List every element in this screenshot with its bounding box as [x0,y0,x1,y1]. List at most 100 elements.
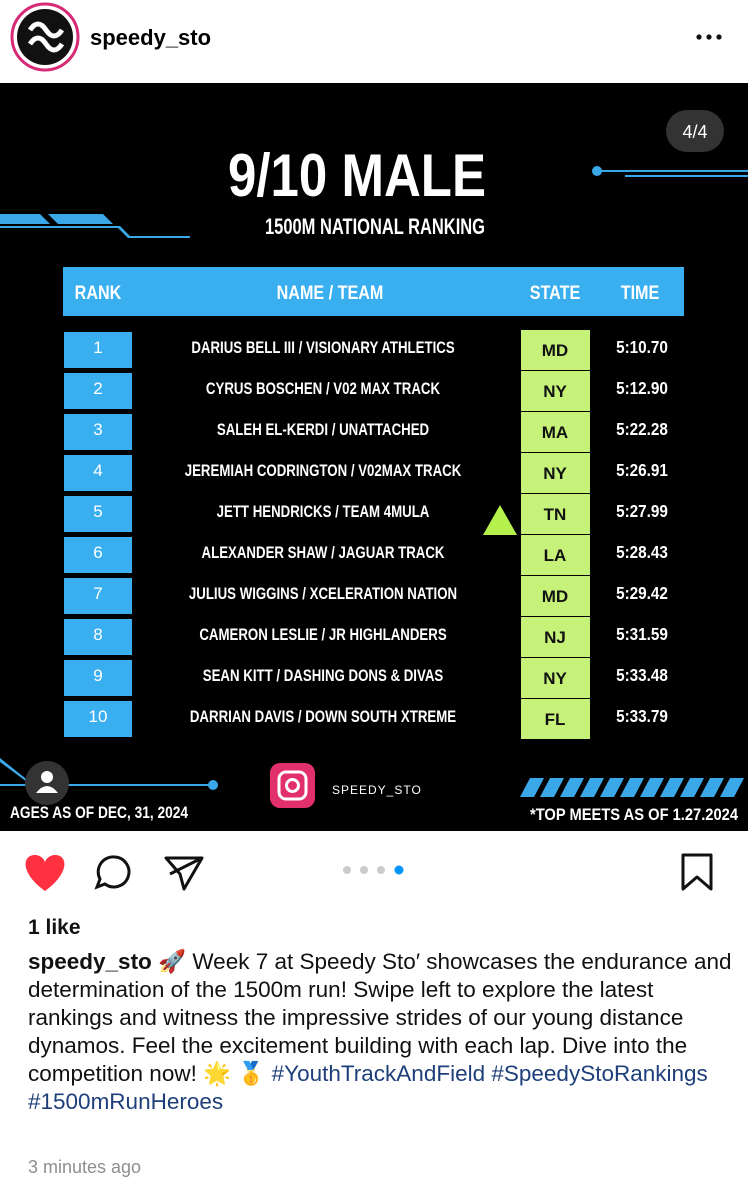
instagram-icon-lens [285,778,300,793]
rank: 7 [93,584,102,603]
rank-box [64,701,132,737]
counter-badge [666,110,724,152]
handle: SPEEDY_STO [332,783,422,797]
avatar[interactable] [17,9,73,65]
state-box [521,494,590,534]
time: 5:10.70 [616,337,668,357]
rank: 2 [93,379,102,398]
rank-box [64,496,132,532]
caption-text: 🚀 Week 7 at Speedy Sto′ showcases the en… [28,949,732,1086]
carousel-dot-active [394,865,404,875]
avatar-logo [27,21,65,53]
instagram-icon [270,763,315,808]
name-team: SALEH EL-KERDI / UNATTACHED [217,421,429,440]
timestamp: 3 minutes ago [28,1157,142,1177]
time: 5:22.28 [616,419,668,439]
rank-box [64,332,132,368]
time: 5:28.43 [616,542,668,562]
time: 5:26.91 [616,460,668,480]
carousel-dot [343,866,351,874]
state: NY [543,382,567,401]
column-header: STATE [530,282,581,304]
rank-box [64,537,132,573]
name-team: JEREMIAH CODRINGTON / V02MAX TRACK [185,462,462,481]
column-header: TIME [621,282,660,304]
name-team: DARRIAN DAVIS / DOWN SOUTH XTREME [190,708,456,727]
carousel-dot [360,866,368,874]
user-tag-body [36,786,58,793]
rank: 4 [93,461,102,480]
more-dot[interactable] [696,34,702,40]
like-button[interactable] [25,855,65,891]
hashtag[interactable]: #YouthTrackAndField [271,1061,486,1086]
rank-box [64,414,132,450]
header-graphics: speedy_sto [10,2,722,72]
carousel-dot [377,866,385,874]
state-box [521,535,590,575]
name-team: DARIUS BELL III / VISIONARY ATHLETICS [191,339,454,358]
time: 5:29.42 [616,583,668,603]
time: 5:31.59 [616,624,668,644]
triangle-marker [483,505,517,535]
time: 5:33.48 [616,665,668,685]
state: MA [542,423,568,442]
state-box [521,371,590,411]
footer-right: *TOP MEETS AS OF 1.27.2024 [530,805,738,824]
rank: 6 [93,543,102,562]
time: 5:12.90 [616,378,668,398]
rank: 5 [93,502,102,521]
decoration [0,166,748,797]
state-box [521,330,590,370]
name-team: JULIUS WIGGINS / XCELERATION NATION [189,585,457,604]
like-count[interactable]: 1 like [28,916,81,939]
hashtag[interactable]: #SpeedyStoRankings [491,1061,708,1086]
rank-box [64,619,132,655]
more-dot[interactable] [716,34,722,40]
more-dot[interactable] [706,34,712,40]
subtitle: 1500M NATIONAL RANKING [265,214,485,239]
rank: 9 [93,666,102,685]
username[interactable]: speedy_sto [90,25,211,50]
rank-box [64,373,132,409]
hashtag[interactable]: #1500mRunHeroes [28,1089,224,1114]
rank-box [64,660,132,696]
state-box [521,412,590,452]
table-rows: 1 MD DARIUS BELL III / VISIONARY ATHLETICS… [64,330,668,739]
table-header [63,267,684,316]
caption-username[interactable]: speedy_sto [28,949,152,974]
column-header: RANK [75,282,122,304]
instagram-icon-frame [277,770,308,801]
state: NY [543,464,567,483]
footer-left: AGES AS OF DEC, 31, 2024 [10,803,188,822]
name-team: JETT HENDRICKS / TEAM 4MULA [217,503,430,522]
state-box [521,658,590,698]
time: 5:27.99 [616,501,668,521]
title: 9/10 MALE [228,142,486,209]
column-header: NAME / TEAM [277,282,384,304]
slide: 4/4 9/10 MALE 1500M NATIONAL RANKING 1 MD… [0,83,748,831]
caption: speedy_sto 🚀 Week 7 at Speedy Sto′ showc… [28,948,740,1116]
counter: 4/4 [682,122,707,142]
state-box [521,699,590,739]
name-team: ALEXANDER SHAW / JAGUAR TRACK [202,544,445,563]
state: LA [544,546,567,565]
state-box [521,617,590,657]
rank: 3 [93,420,102,439]
state: MD [542,341,568,360]
share-button[interactable] [164,856,204,891]
state: NY [543,669,567,688]
comment-button[interactable] [94,855,131,890]
save-button[interactable] [681,853,713,891]
rank: 8 [93,625,102,644]
state-box [521,576,590,616]
state-box [521,453,590,493]
rank-box [64,578,132,614]
name-team: SEAN KITT / DASHING DONS & DIVAS [203,667,443,686]
story-ring[interactable] [10,2,80,72]
rank: 1 [93,338,102,357]
state: MD [542,587,568,606]
name-team: CAMERON LESLIE / JR HIGHLANDERS [199,626,446,645]
state: FL [545,710,566,729]
rank: 10 [89,707,108,726]
